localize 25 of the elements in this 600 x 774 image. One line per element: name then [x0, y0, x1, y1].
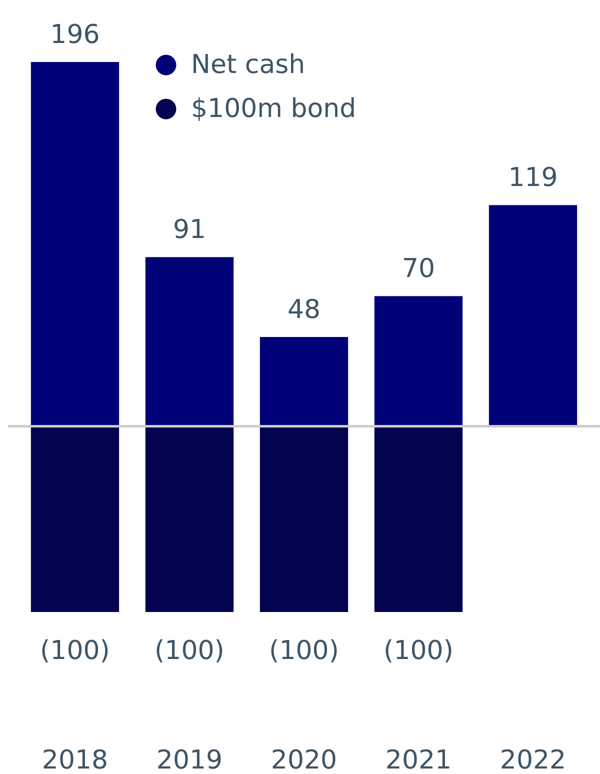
- x-tick-label: 2021: [385, 746, 452, 774]
- data-label: 48: [287, 295, 321, 325]
- data-label: (100): [384, 636, 454, 666]
- legend-label: $100m bond: [191, 94, 356, 124]
- x-tick-label: 2020: [270, 746, 338, 774]
- x-tick-label: 2019: [156, 746, 223, 774]
- data-label: (100): [40, 636, 110, 666]
- bar: [374, 296, 463, 426]
- x-tick-label: 2022: [500, 746, 566, 774]
- data-label: (100): [269, 636, 339, 666]
- bar: [30, 426, 120, 612]
- bar: [30, 62, 120, 426]
- bar: [260, 337, 348, 426]
- bar: [145, 426, 234, 612]
- bar: [260, 426, 348, 612]
- data-label: (100): [154, 636, 224, 666]
- bar: [488, 205, 578, 426]
- legend-label: Net cash: [191, 50, 306, 80]
- data-label: 196: [50, 20, 100, 50]
- bar: [145, 257, 234, 426]
- data-label: 70: [402, 254, 436, 284]
- x-tick-label: 2018: [42, 746, 108, 774]
- data-label: 91: [172, 215, 206, 246]
- data-label: 119: [508, 163, 558, 194]
- bar: [374, 426, 463, 612]
